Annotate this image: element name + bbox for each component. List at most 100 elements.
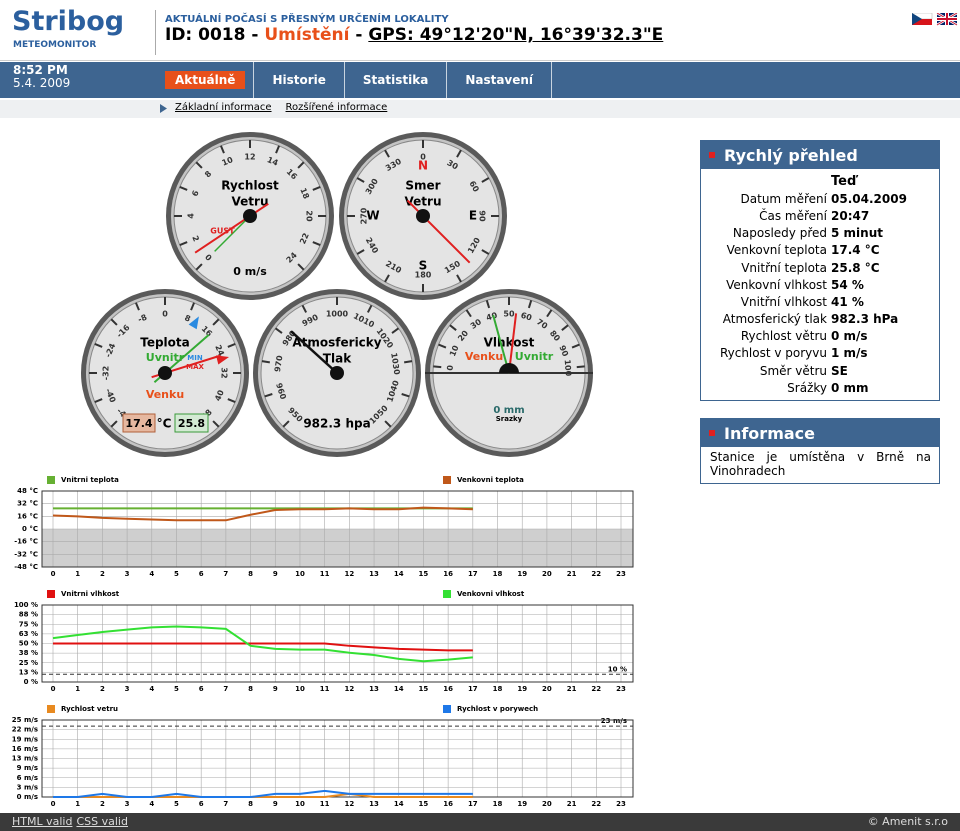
subnav-link[interactable]: Základní informace — [175, 102, 272, 113]
gauge-tick — [94, 398, 103, 404]
x-tick-label: 10 — [295, 570, 305, 578]
gauge-label: GUST — [210, 227, 235, 236]
x-tick-label: 5 — [174, 685, 179, 693]
gauge-tick-label: 1000 — [326, 310, 349, 319]
x-tick-label: 21 — [567, 800, 577, 808]
gauge-tick-label: 50 — [503, 310, 515, 319]
location-link[interactable]: Umístění — [264, 25, 350, 45]
gauge-title: Smer — [405, 179, 440, 193]
separator — [155, 10, 156, 55]
subnav-link[interactable]: Rozšířené informace — [285, 102, 388, 113]
gauge-label: 25.8 — [178, 417, 205, 430]
threshold-label: 23 m/s — [601, 717, 627, 725]
gauge-tick — [384, 274, 390, 283]
gauge-tick — [356, 177, 365, 183]
column-header: Teď — [831, 174, 857, 190]
date: 5.4. 2009 — [13, 76, 71, 90]
overview-value: 1 m/s — [831, 346, 868, 361]
flag-uk[interactable] — [936, 13, 958, 26]
y-tick-label: 13 m/s — [12, 755, 38, 763]
legend-label: Vnitrni vlhkost — [61, 590, 120, 598]
y-tick-label: -48 °C — [14, 563, 38, 571]
footer-links: HTML valid CSS valid — [12, 815, 132, 828]
gauge-marker — [216, 355, 230, 365]
nav-tab-label[interactable]: Nastavení — [465, 73, 534, 87]
x-tick-label: 6 — [199, 685, 204, 693]
legend-swatch — [443, 476, 451, 484]
gauge-label: 0 mm — [493, 405, 524, 416]
overview-row: Rychlost v poryvu 1 m/s — [701, 345, 909, 362]
nav-tab[interactable]: Nastavení — [447, 62, 553, 98]
legend-swatch — [443, 705, 451, 713]
x-tick-label: 6 — [199, 800, 204, 808]
nav-bar — [0, 62, 960, 98]
x-tick-label: 20 — [542, 570, 552, 578]
series-line — [53, 642, 473, 652]
x-tick-label: 19 — [517, 570, 527, 578]
y-tick-label: 100 % — [14, 601, 38, 609]
nav-tab-label[interactable]: Historie — [272, 73, 326, 87]
x-tick-label: 5 — [174, 800, 179, 808]
info-text: Stanice je umístěna v Brně na Vinohradec… — [710, 450, 931, 478]
plot-frame — [41, 719, 634, 798]
y-tick-label: 0 °C — [22, 525, 38, 533]
x-tick-label: 1 — [75, 570, 80, 578]
gauge-tick — [94, 342, 103, 348]
gauge-title: Vetru — [405, 195, 442, 209]
gauge-tick — [195, 161, 203, 169]
overview-row: Venkovní vlhkost 54 % — [701, 276, 909, 293]
x-tick-label: 22 — [591, 685, 601, 693]
gauge-tick-label: 60 — [520, 311, 534, 323]
nav-tab[interactable]: Statistika — [345, 62, 448, 98]
station-id: ID: 0018 — [165, 25, 246, 45]
footer-link[interactable]: HTML valid — [12, 815, 73, 828]
nav-tab[interactable]: Historie — [254, 62, 345, 98]
overview-label: Venkovní teplota — [726, 243, 827, 258]
gauge-tick — [356, 249, 365, 255]
separator-text: - — [251, 25, 259, 45]
nav-tab-label[interactable]: Aktuálně — [165, 71, 246, 89]
x-tick-label: 0 — [51, 685, 56, 693]
logo[interactable]: Stribog — [12, 6, 125, 37]
legend-swatch — [443, 590, 451, 598]
gauge-tick-label: 24 — [213, 344, 226, 358]
overview-row: Atmosferický tlak 982.3 hPa — [701, 311, 909, 328]
flag-cz[interactable] — [912, 13, 933, 25]
series-line — [53, 789, 473, 798]
panel-title: Informace — [701, 419, 939, 447]
gauge-tick-label: 8 — [203, 169, 214, 180]
x-tick-label: 0 — [51, 800, 56, 808]
gauge-label: °C — [157, 417, 172, 431]
gauge-title: Vlhkost — [484, 336, 535, 350]
nav-tab[interactable]: Aktuálně — [157, 62, 255, 98]
gauge-tick — [571, 343, 580, 349]
gauge-hub — [243, 209, 257, 223]
overview-value: 0 m/s — [831, 329, 868, 344]
overview-row: Vnitřní vlhkost 41 % — [701, 293, 909, 310]
nav-tab-label[interactable]: Statistika — [362, 73, 429, 87]
gauge-tick — [261, 360, 270, 364]
gauge-tick — [576, 365, 585, 369]
overview-value: 41 % — [831, 294, 864, 309]
y-tick-label: 50 % — [19, 640, 38, 648]
x-tick-label: 4 — [149, 685, 154, 693]
gauge-tick — [527, 300, 533, 309]
y-tick-label: 0 m/s — [17, 793, 38, 801]
overview-row: Směr větru SE — [701, 362, 909, 379]
gauge-title: Vetru — [232, 195, 269, 209]
x-tick-label: 8 — [248, 685, 253, 693]
y-tick-label: 13 % — [19, 668, 38, 676]
series-line — [52, 625, 473, 663]
gauge-label: Venku — [465, 350, 503, 363]
y-tick-label: 48 °C — [17, 487, 38, 495]
overview-row: Vnitřní teplota 25.8 °C — [701, 259, 909, 276]
gauge-label: 982.3 hpa — [303, 417, 370, 431]
gauge-tick — [227, 398, 236, 404]
footer-link[interactable]: CSS valid — [76, 815, 128, 828]
gauge-tick-label: 90 — [557, 344, 570, 358]
gauge-label: Uvnitr — [515, 350, 554, 363]
compass-letter: E — [469, 209, 477, 223]
gauge-tick — [465, 309, 472, 318]
gauge-tick — [312, 185, 321, 191]
gauge-needle — [214, 215, 251, 252]
